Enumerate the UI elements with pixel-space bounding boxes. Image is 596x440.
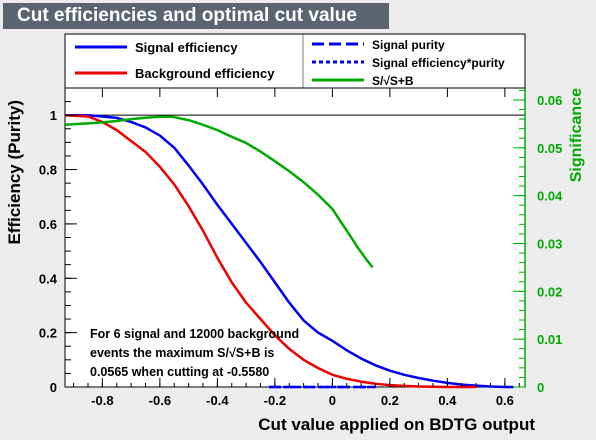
y-tick-label: 1 — [50, 108, 57, 123]
legend-box — [64, 33, 526, 89]
x-tick-label: -0.4 — [206, 393, 229, 408]
y2-axis-label: Significance — [568, 88, 585, 182]
x-tick-label: -0.6 — [149, 393, 171, 408]
y-tick-label: 0.8 — [39, 163, 57, 178]
y2-tick-label: 0.05 — [537, 141, 562, 156]
x-tick-label: 0.6 — [496, 393, 514, 408]
y2-tick-label: 0.06 — [537, 93, 562, 108]
y-tick-label: 0 — [50, 380, 57, 395]
y-tick-label: 0.6 — [39, 217, 57, 232]
annotation-line-1: events the maximum S/√S+B is — [90, 346, 274, 360]
y-tick-label: 0.2 — [39, 326, 57, 341]
x-tick-label: -0.2 — [264, 393, 286, 408]
y2-tick-label: 0.01 — [537, 332, 562, 347]
axis-layer: -0.8 -0.6 -0.4 -0.2 0 0.2 0.4 0.6 0 0.2 0.4 0.6 0.8 1… — [39, 88, 563, 408]
plot-area — [64, 87, 526, 388]
legend: Signal efficiency Background efficiency Si… — [64, 33, 526, 89]
series-layer — [64, 113, 514, 389]
x-tick-label: 0.2 — [381, 393, 399, 408]
x-tick-label: 0 — [329, 393, 336, 408]
x-tick-label: -0.8 — [91, 393, 113, 408]
annotation-line-0: For 6 signal and 12000 background — [90, 327, 299, 341]
y-tick-label: 0.4 — [39, 271, 58, 286]
annotation-line-2: 0.0565 when cutting at -0.5580 — [90, 365, 269, 379]
legend-label-4: S/√S+B — [372, 74, 414, 88]
series-line-0 — [65, 113, 514, 389]
x-tick-label: 0.4 — [438, 393, 457, 408]
x-axis-label: Cut value applied on BDTG output — [258, 415, 535, 434]
y2-tick-label: 0.04 — [537, 189, 563, 204]
legend-label-3: Signal efficiency*purity — [372, 56, 505, 70]
series-line-4 — [64, 115, 374, 269]
chart-title: Cut efficiencies and optimal cut value — [3, 3, 389, 29]
y2-tick-label: 0.02 — [537, 284, 562, 299]
annotation: For 6 signal and 12000 background events … — [90, 327, 299, 379]
y-axis-label: Efficiency (Purity) — [5, 100, 24, 245]
legend-label-0: Signal efficiency — [135, 40, 238, 55]
series-line-1 — [64, 113, 477, 389]
y2-tick-label: 0.03 — [537, 236, 562, 251]
legend-label-1: Background efficiency — [135, 66, 275, 81]
y2-tick-label: 0 — [537, 380, 544, 395]
legend-label-2: Signal purity — [372, 38, 445, 52]
